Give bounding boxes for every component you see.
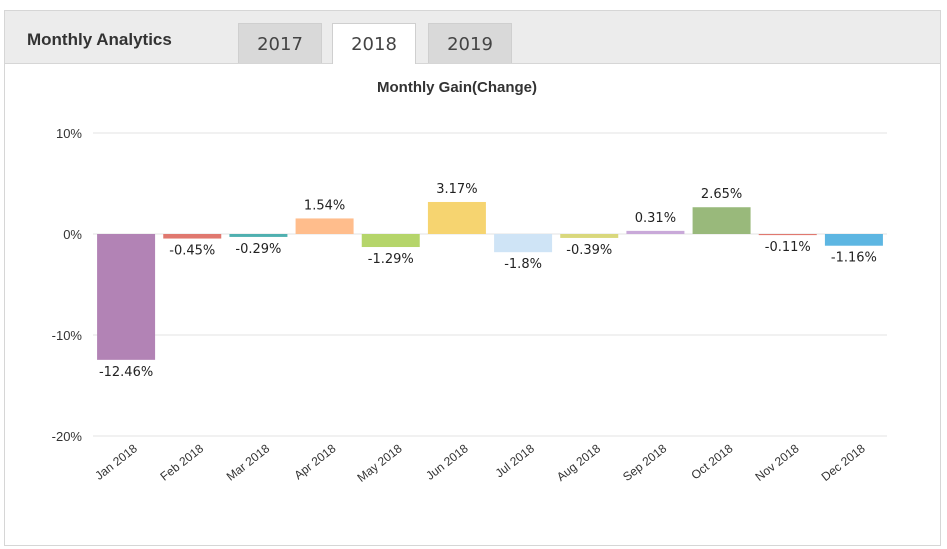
data-label: -12.46% xyxy=(99,365,153,380)
x-tick-label: Sep 2018 xyxy=(620,441,669,484)
data-label: -1.29% xyxy=(368,252,414,267)
y-tick-label: -20% xyxy=(52,429,83,444)
bar xyxy=(97,234,156,360)
chart-title: Monthly Gain(Change) xyxy=(377,79,537,96)
y-tick-label: 10% xyxy=(56,126,82,141)
panel-header: Monthly Analytics 2017 2018 2019 xyxy=(5,11,940,64)
x-tick-label: Oct 2018 xyxy=(688,441,735,482)
x-tick-label: Apr 2018 xyxy=(291,441,338,482)
x-tick-label: Jul 2018 xyxy=(493,441,538,480)
data-label: 3.17% xyxy=(436,182,477,197)
data-label: -1.16% xyxy=(831,251,877,266)
data-label: 1.54% xyxy=(304,198,345,213)
data-label: -0.29% xyxy=(235,242,281,257)
data-label: -0.11% xyxy=(765,240,811,255)
data-label: -0.45% xyxy=(169,244,215,259)
x-tick-label: Feb 2018 xyxy=(158,441,207,483)
bar xyxy=(824,234,883,246)
bar xyxy=(758,234,817,236)
y-tick-label: 0% xyxy=(63,227,82,242)
data-label: 2.65% xyxy=(701,187,742,202)
x-tick-label: Dec 2018 xyxy=(819,441,868,484)
bar xyxy=(229,234,288,237)
data-label: -0.39% xyxy=(566,243,612,258)
x-tick-label: Jun 2018 xyxy=(423,441,471,483)
x-tick-label: Aug 2018 xyxy=(554,441,603,484)
analytics-panel: Monthly Analytics 2017 2018 2019 xyxy=(4,10,941,546)
year-tab[interactable]: 2018 xyxy=(332,23,416,64)
bar xyxy=(163,234,222,239)
year-tab[interactable]: 2017 xyxy=(238,23,322,63)
bar xyxy=(626,230,685,234)
y-tick-label: -10% xyxy=(52,328,83,343)
bar xyxy=(692,207,751,234)
x-tick-label: May 2018 xyxy=(354,441,404,485)
panel-title: Monthly Analytics xyxy=(27,30,172,49)
x-tick-label: Nov 2018 xyxy=(752,441,801,484)
bar xyxy=(494,234,553,253)
bar xyxy=(427,201,486,234)
data-label: -1.8% xyxy=(504,257,542,272)
x-tick-label: Mar 2018 xyxy=(224,441,273,483)
year-tab[interactable]: 2019 xyxy=(428,23,512,63)
bar xyxy=(295,218,354,234)
x-tick-label: Jan 2018 xyxy=(92,441,140,483)
bar xyxy=(560,234,619,238)
data-label: 0.31% xyxy=(635,211,676,226)
bar xyxy=(361,234,420,248)
